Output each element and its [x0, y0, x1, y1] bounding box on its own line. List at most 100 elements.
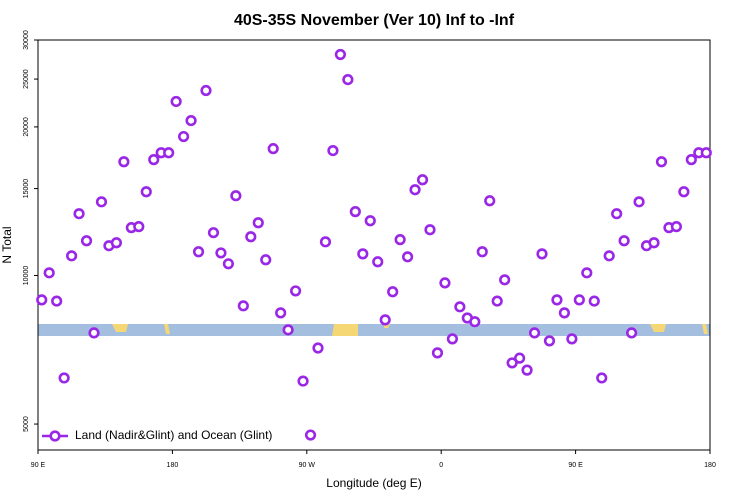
point — [409, 184, 421, 196]
point — [506, 357, 518, 369]
point — [200, 84, 212, 97]
land-patch — [112, 324, 128, 332]
land-patch — [332, 324, 358, 336]
point — [431, 347, 444, 359]
point — [476, 246, 488, 258]
point — [566, 333, 578, 345]
point — [192, 246, 205, 258]
x-axis-label: Longitude (deg E) — [326, 476, 421, 490]
point — [73, 208, 85, 220]
point — [633, 196, 645, 208]
point — [327, 144, 339, 157]
point — [215, 247, 227, 259]
point — [140, 186, 152, 198]
plot-frame — [37, 39, 711, 451]
land-patch — [702, 324, 708, 334]
point — [334, 48, 347, 61]
point — [222, 258, 234, 270]
point — [611, 208, 623, 220]
point — [349, 206, 361, 218]
y-tick-label: 15000 — [23, 179, 30, 199]
point — [439, 277, 451, 289]
point — [207, 227, 220, 239]
point — [454, 301, 466, 313]
x-tick-label: 90 E — [568, 462, 583, 469]
point — [446, 333, 459, 345]
x-tick-label: 180 — [167, 462, 179, 469]
point — [521, 364, 533, 376]
point — [648, 237, 660, 249]
point — [88, 327, 100, 339]
point — [133, 221, 145, 233]
point — [402, 251, 414, 263]
point — [536, 248, 548, 260]
point — [603, 250, 615, 262]
point — [95, 196, 108, 208]
point — [58, 372, 70, 384]
y-axis-label: N Total — [0, 226, 14, 263]
point — [372, 256, 384, 268]
point — [618, 235, 630, 247]
chart-title: 40S-35S November (Ver 10) Inf to -Inf — [234, 12, 515, 29]
legend-marker — [49, 430, 61, 442]
point — [499, 274, 511, 286]
point — [513, 352, 526, 364]
point — [312, 342, 324, 354]
point — [275, 307, 287, 319]
point — [581, 267, 593, 279]
point — [551, 294, 563, 306]
point — [230, 190, 242, 202]
y-tick-label: 25000 — [23, 69, 30, 89]
point — [185, 114, 197, 127]
point — [252, 217, 264, 229]
point — [319, 236, 332, 248]
y-tick-label: 10000 — [23, 266, 30, 286]
point — [118, 156, 130, 168]
x-tick-label: 180 — [704, 462, 716, 469]
point — [282, 324, 294, 336]
point — [685, 154, 697, 166]
legend-label: Land (Nadir&Glint) and Ocean (Glint) — [75, 428, 272, 442]
y-tick-label: 5000 — [23, 416, 30, 432]
point — [484, 195, 496, 207]
point — [424, 224, 436, 236]
point — [43, 267, 55, 279]
point — [148, 154, 160, 166]
point — [267, 143, 279, 155]
point — [700, 147, 712, 159]
point — [36, 294, 48, 306]
point — [678, 186, 690, 198]
map-strip — [38, 324, 710, 336]
point — [163, 147, 175, 159]
point — [558, 307, 571, 319]
point — [304, 429, 317, 441]
point — [342, 73, 354, 86]
ocean-band — [38, 324, 710, 336]
point — [491, 295, 503, 307]
x-tick-label: 90 E — [31, 462, 46, 469]
point — [110, 237, 122, 249]
point — [170, 95, 182, 108]
point — [573, 294, 585, 306]
point — [245, 231, 257, 243]
point — [588, 295, 600, 307]
x-tick-label: 0 — [439, 462, 443, 469]
point — [469, 316, 481, 328]
point — [543, 335, 556, 347]
point — [670, 221, 683, 233]
point — [260, 254, 272, 266]
point — [357, 248, 369, 260]
point — [178, 130, 190, 143]
point — [237, 300, 249, 312]
point — [290, 285, 302, 297]
point — [379, 314, 391, 326]
point — [51, 295, 63, 307]
point — [80, 235, 93, 247]
point — [297, 375, 309, 387]
point — [655, 156, 668, 168]
point — [65, 250, 78, 262]
x-tick-label: 90 W — [299, 462, 316, 469]
y-tick-label: 20000 — [23, 117, 30, 137]
point — [625, 327, 638, 339]
